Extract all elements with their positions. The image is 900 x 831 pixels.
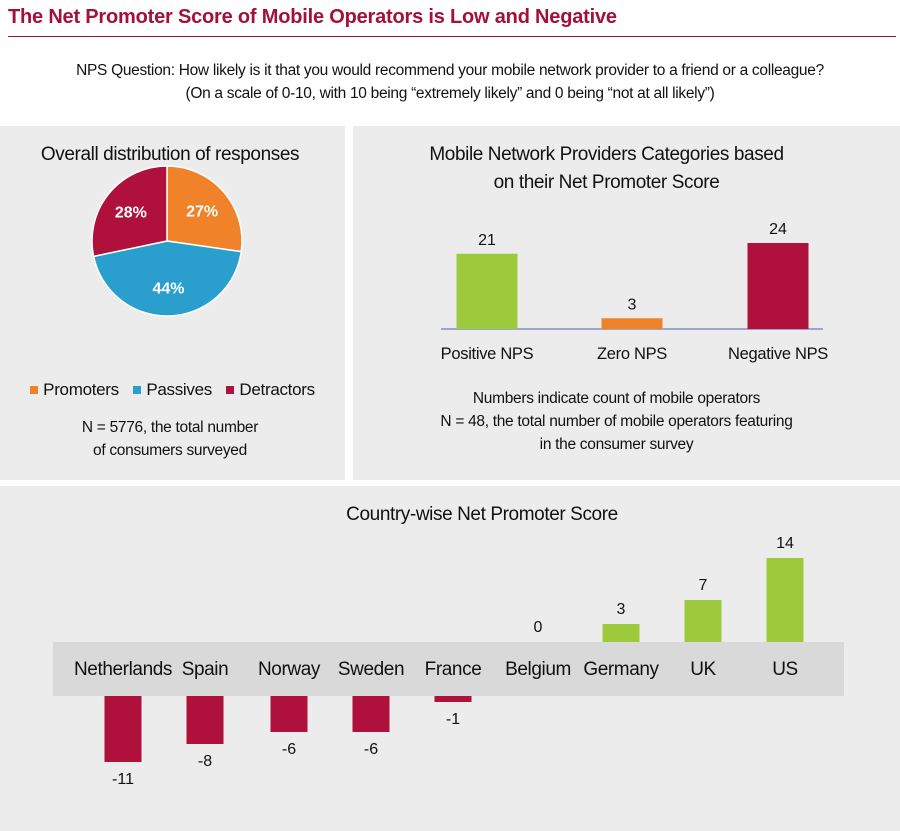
categories-panel-title-line2: on their Net Promoter Score [493, 172, 720, 193]
country-bar-chart: -11 Netherlands -8 Spain -6 Norway -6 Sweden -1 F… [53, 535, 844, 788]
pie-slice-promoters [166, 165, 243, 253]
bar-value-label: -1 [446, 711, 460, 728]
detractors-swatch [226, 386, 235, 394]
promoters-swatch [30, 386, 39, 394]
country-panel: Country-wise Net Promoter Score -11 Nethe… [0, 486, 900, 831]
pie-note-line2: of consumers surveyed [93, 442, 247, 459]
bar-value-label: 3 [628, 296, 637, 313]
categories-note-line1: Numbers indicate count of mobile operato… [472, 390, 761, 407]
bar-positive-nps [456, 253, 518, 329]
title-divider [8, 36, 896, 37]
bar-value-label: -11 [112, 771, 134, 788]
country-tick-label: Spain [182, 659, 229, 680]
bar-value-label: 14 [776, 535, 794, 552]
bar-us [766, 558, 804, 642]
passives-swatch [133, 386, 142, 394]
nps-question-scale: (On a scale of 0-10, with 10 being “extr… [185, 85, 715, 102]
bar-sweden [352, 696, 390, 732]
pie-slice-label: 44% [152, 281, 184, 298]
page-title: The Net Promoter Score of Mobile Operato… [8, 6, 617, 28]
categories-note-line2: N = 48, the total number of mobile opera… [440, 413, 793, 430]
bar-spain [186, 696, 224, 744]
categories-panel-title-line1: Mobile Network Providers Categories base… [429, 144, 784, 165]
country-tick-label: US [772, 659, 798, 680]
bar-value-label: 7 [699, 577, 708, 594]
bar-value-label: -8 [198, 753, 212, 770]
legend-detractors: Detractors [226, 380, 315, 400]
bar-value-label: 21 [478, 232, 496, 249]
pie-slice-label: 28% [115, 205, 147, 222]
category-tick-label: Negative NPS [728, 345, 828, 363]
bar-france [434, 696, 472, 702]
bar-germany [602, 624, 640, 642]
bar-uk [684, 600, 722, 642]
country-tick-label: UK [690, 659, 716, 680]
categories-note-line3: in the consumer survey [539, 436, 694, 453]
pie-panel-title: Overall distribution of responses [40, 144, 300, 165]
bar-value-label: -6 [282, 741, 296, 758]
pie-slice-label: 27% [186, 204, 218, 221]
bar-zero-nps [601, 318, 663, 329]
bar-norway [270, 696, 308, 732]
bar-netherlands [104, 696, 142, 762]
country-tick-label: France [425, 659, 482, 680]
pie-slice-detractors [91, 165, 168, 258]
bar-negative-nps [747, 243, 809, 329]
country-tick-label: Norway [258, 659, 321, 680]
country-tick-label: Sweden [338, 659, 404, 680]
categories-panel: Mobile Network Providers Categories base… [353, 126, 900, 480]
categories-bar-chart: 21 Positive NPS 3 Zero NPS 24 Negative NPS [441, 221, 829, 363]
nps-question: NPS Question: How likely is it that you … [76, 62, 824, 79]
country-panel-title: Country-wise Net Promoter Score [346, 504, 618, 525]
country-tick-label: Germany [583, 659, 659, 680]
pie-chart: 27% 44% 28% [91, 165, 243, 317]
category-tick-label: Zero NPS [597, 345, 667, 363]
legend-label: Passives [146, 380, 212, 399]
axis-band [53, 642, 844, 696]
pie-note-line1: N = 5776, the total number [81, 419, 259, 436]
pie-panel: Overall distribution of responses Overal… [0, 126, 345, 480]
pie-legend: Promoters Passives Detractors [0, 380, 345, 400]
country-tick-label: Netherlands [74, 659, 172, 680]
legend-passives: Passives [133, 380, 212, 400]
country-tick-label: Belgium [505, 659, 571, 680]
bar-value-label: 0 [534, 619, 543, 636]
bar-value-label: 24 [769, 221, 787, 238]
pie-slice-passives [92, 240, 243, 317]
legend-label: Detractors [239, 380, 315, 399]
bar-value-label: 3 [617, 601, 626, 618]
category-tick-label: Positive NPS [441, 345, 534, 363]
bar-value-label: -6 [364, 741, 378, 758]
legend-promoters: Promoters [30, 380, 119, 400]
legend-label: Promoters [43, 380, 119, 399]
